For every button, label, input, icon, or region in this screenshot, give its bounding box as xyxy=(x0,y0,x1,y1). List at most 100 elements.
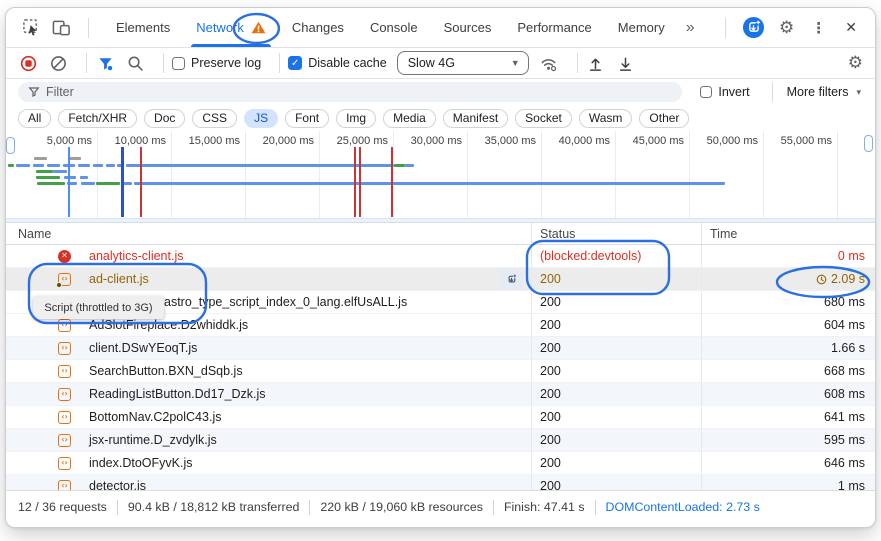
overview-event-line xyxy=(68,147,70,217)
chip-img[interactable]: Img xyxy=(336,108,377,128)
timeline-gridline xyxy=(763,131,764,222)
timeline-tick-label: 15,000 ms xyxy=(188,135,240,147)
status-bar: 12 / 36 requests 90.4 kB / 18,812 kB tran… xyxy=(6,490,875,527)
panel-tabs: Elements Network Changes Console Sources Perf… xyxy=(103,8,678,47)
request-row[interactable]: ‹› index.DtoOFyvK.js 200 646 ms xyxy=(6,452,875,475)
network-settings-gear-icon[interactable]: ⚙︎ xyxy=(847,53,863,72)
chevron-down-icon: ▼ xyxy=(510,58,520,68)
request-row[interactable]: ‹› ReadingListButton.Dd17_Dzk.js 200 608 ms xyxy=(6,383,875,406)
request-row[interactable]: ‹› ad-client.js 200 2.09 s xyxy=(6,268,875,291)
request-status: 200 xyxy=(531,452,701,474)
ai-insight-button[interactable] xyxy=(499,269,523,290)
divider xyxy=(163,53,164,73)
tab-performance[interactable]: Performance xyxy=(504,8,604,47)
chip-css[interactable]: CSS xyxy=(192,108,238,128)
request-row[interactable]: ‹› client.DSwYEoqT.js 200 1.66 s xyxy=(6,337,875,360)
invert-checkbox[interactable]: Invert xyxy=(700,85,750,99)
tab-elements[interactable]: Elements xyxy=(103,8,183,47)
request-time: 680 ms xyxy=(701,291,875,313)
chip-wasm[interactable]: Wasm xyxy=(578,108,633,128)
tab-sources[interactable]: Sources xyxy=(431,8,505,47)
divider xyxy=(594,499,596,515)
overview-event-line xyxy=(354,147,356,217)
request-time: 1.66 s xyxy=(701,337,875,359)
script-icon: ‹› xyxy=(58,387,71,401)
timeline-tick-label: 20,000 ms xyxy=(262,135,314,147)
settings-gear-icon[interactable]: ⚙︎ xyxy=(779,17,795,37)
column-header-status[interactable]: Status xyxy=(531,223,701,244)
more-tabs-chevron[interactable]: » xyxy=(685,18,695,36)
status-bar-item[interactable]: DOMContentLoaded: 2.73 s xyxy=(605,500,760,514)
export-har-icon[interactable] xyxy=(616,53,636,73)
close-icon[interactable]: ✕ xyxy=(845,19,857,35)
throttle-tooltip: Script (throttled to 3G) xyxy=(33,296,164,319)
status-bar-item: Finish: 47.41 s xyxy=(503,500,585,514)
overview-left-handle[interactable] xyxy=(6,137,15,154)
request-name: analytics-client.js xyxy=(89,249,184,263)
request-name: jsx-runtime.D_zvdylk.js xyxy=(89,433,217,447)
chip-media[interactable]: Media xyxy=(383,108,436,128)
kebab-menu-icon[interactable]: ⋮ xyxy=(811,19,827,37)
throttling-select[interactable]: Slow 4G ▼ xyxy=(396,51,529,75)
request-row[interactable]: ‹› BottomNav.C2polC43.js 200 641 ms xyxy=(6,406,875,429)
overview-event-line xyxy=(359,147,361,217)
overview-request-bar xyxy=(16,164,30,167)
overview-request-bar xyxy=(126,164,394,167)
filter-funnel-icon[interactable] xyxy=(95,53,115,73)
chip-doc[interactable]: Doc xyxy=(144,108,186,128)
overview-request-bar xyxy=(36,176,60,179)
search-icon[interactable] xyxy=(125,53,145,73)
clear-icon[interactable] xyxy=(48,53,68,73)
overview-request-bar xyxy=(80,176,88,179)
chip-socket[interactable]: Socket xyxy=(515,108,572,128)
status-bar-item: 220 kB / 19,060 kB resources xyxy=(320,500,483,514)
checkbox-checked[interactable]: ✓ xyxy=(288,56,303,70)
clock-icon xyxy=(816,274,827,284)
request-row[interactable]: ‹› jsx-runtime.D_zvdylk.js 200 595 ms xyxy=(6,429,875,452)
device-toolbar-icon[interactable] xyxy=(50,17,72,39)
filter-input[interactable]: Filter xyxy=(18,82,683,102)
column-header-time[interactable]: Time xyxy=(701,223,875,244)
inspect-icon[interactable] xyxy=(20,17,42,39)
tab-changes[interactable]: Changes xyxy=(279,8,357,47)
network-conditions-icon[interactable] xyxy=(539,53,559,73)
tab-network[interactable]: Network xyxy=(183,8,279,47)
chip-js[interactable]: JS xyxy=(244,108,279,128)
overview-right-handle[interactable] xyxy=(864,135,873,152)
record-icon[interactable] xyxy=(18,53,38,73)
request-time: 604 ms xyxy=(701,314,875,336)
preserve-log-label: Preserve log xyxy=(191,56,262,70)
checkbox-unchecked[interactable] xyxy=(700,86,713,98)
import-har-icon[interactable] xyxy=(586,53,606,73)
chip-manifest[interactable]: Manifest xyxy=(442,108,509,128)
request-row[interactable]: ‹› AdSlotFireplace.D2whiddk.js 200 604 ms xyxy=(6,314,875,337)
ai-assistant-icon[interactable] xyxy=(742,16,765,39)
request-name: AdSlotFireplace.D2whiddk.js xyxy=(89,318,249,332)
overview-request-bar xyxy=(8,164,14,167)
request-row[interactable]: ✕ analytics-client.js (blocked:devtools) 0 … xyxy=(6,245,875,268)
chip-font[interactable]: Font xyxy=(285,108,330,128)
column-header-name[interactable]: Name xyxy=(18,226,52,241)
request-time: 0 ms xyxy=(701,245,875,267)
disable-cache-checkbox[interactable]: ✓ Disable cache xyxy=(288,56,387,70)
overview-request-bar xyxy=(93,164,103,167)
chip-other[interactable]: Other xyxy=(639,108,690,128)
script-icon: ‹› xyxy=(58,318,71,332)
request-status: 200 xyxy=(531,383,701,405)
request-table-body: ✕ analytics-client.js (blocked:devtools) 0 … xyxy=(6,245,875,490)
preserve-log-checkbox[interactable]: Preserve log xyxy=(172,56,261,70)
request-row[interactable]: ‹› SearchButton.BXN_dSqb.js 200 668 ms xyxy=(6,360,875,383)
tab-memory[interactable]: Memory xyxy=(605,8,678,47)
table-header: Name Status Time xyxy=(6,223,875,245)
request-name: ReadingListButton.Dd17_Dzk.js xyxy=(89,387,266,401)
network-overview[interactable]: 5,000 ms 10,000 ms 15,000 ms 20,000 ms 25,00… xyxy=(6,131,875,223)
tab-console[interactable]: Console xyxy=(357,8,431,47)
chip-all[interactable]: All xyxy=(18,108,52,128)
checkbox-unchecked[interactable] xyxy=(172,56,185,70)
overview-bottom-strip xyxy=(6,218,875,222)
chip-fetch-xhr[interactable]: Fetch/XHR xyxy=(58,108,138,128)
more-filters-button[interactable]: More filters ▾ xyxy=(787,85,861,99)
overview-request-bar xyxy=(34,157,47,160)
request-row[interactable]: ‹› detector.js 200 1 ms xyxy=(6,475,875,490)
overview-request-bar xyxy=(47,164,60,167)
